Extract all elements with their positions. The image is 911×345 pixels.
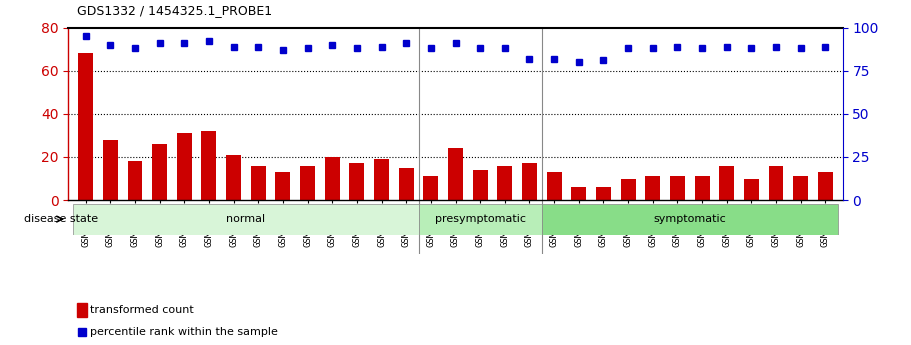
Bar <box>226 155 241 200</box>
Bar <box>818 172 833 200</box>
Text: transformed count: transformed count <box>90 305 194 315</box>
FancyBboxPatch shape <box>418 204 542 235</box>
Bar <box>325 157 340 200</box>
Bar <box>128 161 142 200</box>
Bar <box>720 166 734 200</box>
Bar <box>251 166 266 200</box>
Bar <box>793 176 808 200</box>
Bar <box>547 172 561 200</box>
Bar <box>522 164 537 200</box>
Bar <box>300 166 315 200</box>
Bar <box>769 166 783 200</box>
Bar <box>177 133 191 200</box>
Bar <box>473 170 487 200</box>
Bar <box>374 159 389 200</box>
Bar <box>596 187 611 200</box>
Bar <box>695 176 710 200</box>
FancyBboxPatch shape <box>73 204 418 235</box>
Bar <box>78 53 93 200</box>
Text: symptomatic: symptomatic <box>653 214 726 224</box>
Text: GDS1332 / 1454325.1_PROBE1: GDS1332 / 1454325.1_PROBE1 <box>77 4 272 17</box>
Bar <box>399 168 414 200</box>
Bar <box>744 179 759 200</box>
Text: percentile rank within the sample: percentile rank within the sample <box>90 327 278 337</box>
Text: normal: normal <box>226 214 265 224</box>
Text: disease state: disease state <box>24 214 98 224</box>
Bar <box>424 176 438 200</box>
Bar <box>448 148 463 200</box>
Bar <box>152 144 167 200</box>
Bar <box>275 172 291 200</box>
FancyBboxPatch shape <box>542 204 838 235</box>
Bar <box>620 179 636 200</box>
Bar <box>571 187 586 200</box>
Bar <box>670 176 685 200</box>
Bar <box>77 304 87 317</box>
Bar <box>350 164 364 200</box>
Bar <box>497 166 512 200</box>
Bar <box>103 140 118 200</box>
Text: presymptomatic: presymptomatic <box>435 214 526 224</box>
Bar <box>201 131 216 200</box>
Bar <box>645 176 660 200</box>
